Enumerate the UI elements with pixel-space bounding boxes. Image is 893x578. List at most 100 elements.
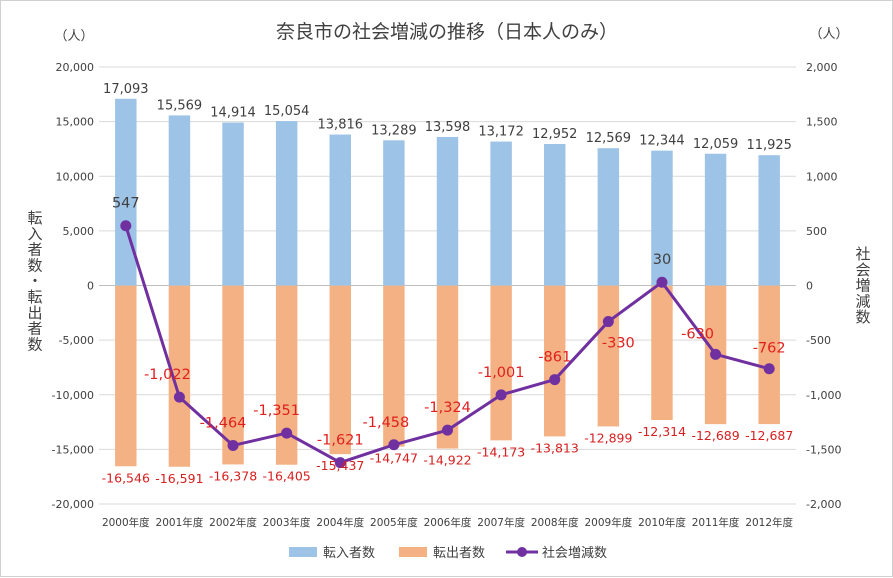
outflow-data-label: -16,405 [263,469,311,484]
x-category-label: 2008年度 [531,516,579,529]
y-tick-label: -20,000 [52,498,94,511]
legend-label: 社会増減数 [542,545,607,561]
chart-title: 奈良市の社会増減の推移（日本人のみ） [276,21,618,43]
x-category-label: 2009年度 [584,516,632,529]
outflow-data-label: -12,689 [691,428,739,443]
outflow-data-label: -12,687 [745,428,793,443]
vertical-title-char: 出 [27,304,42,322]
bar-outflow [436,285,459,449]
y2-tick-label: -1,500 [806,443,841,456]
net-change-marker [710,348,722,360]
outflow-data-label: -12,899 [584,430,632,445]
vertical-title-char: 者 [27,241,42,259]
vertical-title-char: 数 [27,256,42,274]
bar-inflow [704,153,727,286]
y2-axis-title: 社会増減数 [855,245,870,326]
bar-inflow [597,148,620,286]
net-change-marker [334,457,346,469]
net-change-data-label: -1,621 [317,433,364,449]
net-change-data-label: -1,464 [200,415,247,431]
y-tick-label: 15,000 [56,116,95,129]
x-category-label: 2002年度 [209,516,257,529]
y-tick-label: -15,000 [52,443,94,456]
y2-tick-label: 1,500 [806,116,838,129]
vertical-title-char: 転 [27,209,42,227]
y2-tick-label: 500 [806,225,827,238]
x-category-label: 2004年度 [316,516,364,529]
outflow-data-label: -12,314 [638,424,686,439]
outflow-data-label: -16,546 [102,470,150,485]
y2-tick-label: -500 [806,334,831,347]
inflow-data-label: 13,172 [478,125,524,140]
bar-outflow [758,285,780,425]
x-category-label: 2007年度 [477,516,525,529]
outflow-data-label: -14,747 [370,451,418,466]
net-change-data-label: -630 [681,326,714,342]
vertical-title-char: 社 [855,245,870,263]
y2-tick-label: -2,000 [806,498,841,511]
outflow-data-label: -15,437 [316,458,364,473]
bar-outflow [490,285,512,441]
y-tick-label: 5,000 [63,225,95,238]
net-change-data-label: -861 [538,350,571,366]
legend-label: 転出者数 [433,546,485,561]
net-change-marker [227,439,239,451]
vertical-title-char: ・ [27,272,42,290]
bars-layer [115,98,780,467]
vertical-title-char: 入 [27,225,42,243]
x-category-label: 2000年度 [102,516,150,529]
vertical-title-char: 会 [855,261,870,279]
net-change-marker [281,427,293,439]
line-layer [120,220,775,469]
inflow-data-label: 14,914 [210,106,256,121]
bar-outflow [383,285,405,447]
x-category-label: 2001年度 [156,516,204,529]
inflow-data-label: 13,289 [371,123,417,138]
outflow-data-label: -14,922 [423,453,471,468]
bar-outflow [329,285,351,455]
vertical-title-char: 転 [27,288,42,306]
inflow-data-label: 12,344 [639,134,685,149]
net-change-data-label: -1,351 [253,403,300,419]
legend-outflow-swatch [399,547,427,557]
left-unit-label: （人） [54,29,93,44]
bar-inflow [383,140,405,286]
outflow-data-label: -14,173 [477,444,525,459]
inflow-data-label: 11,925 [746,138,792,153]
x-category-label: 2006年度 [424,516,472,529]
bar-outflow [597,285,620,427]
inflow-data-label: 15,054 [264,104,310,119]
inflow-data-label: 17,093 [103,82,149,97]
vertical-title-char: 数 [855,308,870,326]
net-change-marker [495,389,507,401]
bar-inflow [544,143,566,286]
x-category-label: 2003年度 [263,516,311,529]
y-tick-label: 10,000 [56,170,95,183]
net-change-marker [549,374,561,386]
y-tick-label: 0 [87,280,94,293]
legend-inflow-swatch [289,547,317,557]
net-change-marker [388,439,400,451]
legend-label: 転入者数 [323,546,375,561]
net-change-marker [442,424,453,436]
bar-outflow [168,285,191,467]
inflow-data-label: 15,569 [157,98,203,113]
net-change-marker [656,276,668,288]
net-change-marker [173,391,185,403]
inflow-data-label: 12,952 [532,127,578,142]
y-tick-label: -5,000 [59,334,94,347]
x-category-label: 2011年度 [692,516,740,529]
bar-outflow [275,285,298,465]
bar-outflow [651,285,673,421]
outflow-data-label: -16,591 [155,471,203,486]
net-change-marker [763,363,775,375]
right-unit-label: （人） [809,27,848,42]
vertical-title-char: 減 [855,292,870,310]
y-axis-title: 転入者数・転出者数 [27,209,42,353]
net-change-data-label: 547 [112,196,140,212]
vertical-title-char: 増 [855,277,870,295]
bar-inflow [490,141,512,286]
labels-layer: 17,093 -16,546 15,569 -16,591 14,914 -16,378 1… [102,82,794,486]
